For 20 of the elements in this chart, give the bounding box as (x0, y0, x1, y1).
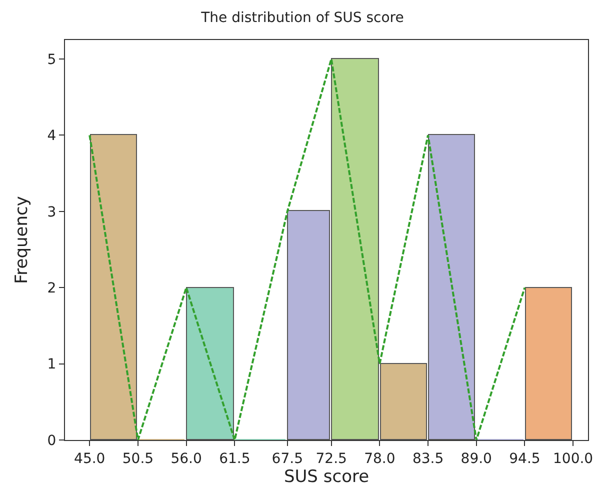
x-tick-label: 56.0 (170, 450, 202, 467)
y-tick-label: 2 (47, 280, 56, 297)
x-tick-label: 83.5 (412, 450, 444, 467)
x-tick-label: 89.0 (460, 450, 492, 467)
x-tick-label: 72.5 (316, 450, 347, 467)
x-tick-label: 94.5 (509, 450, 540, 467)
x-tick-label: 50.5 (122, 450, 154, 467)
x-tick-label: 45.0 (74, 450, 106, 467)
y-tick-label: 5 (47, 52, 56, 68)
x-tick-label: 100.0 (553, 450, 594, 467)
y-tick-label: 1 (47, 356, 56, 373)
x-axis-title: SUS score (284, 467, 370, 488)
y-tick-label: 4 (47, 128, 56, 144)
y-tick-label: 3 (47, 204, 56, 220)
chart-title: The distribution of SUS score (200, 10, 404, 26)
y-tick-label: 0 (47, 432, 56, 449)
y-axis-title: Frequency (12, 196, 32, 284)
x-tick-label: 67.5 (272, 450, 303, 467)
x-tick-label: 61.5 (219, 450, 250, 467)
x-tick-label: 78.0 (364, 450, 396, 467)
